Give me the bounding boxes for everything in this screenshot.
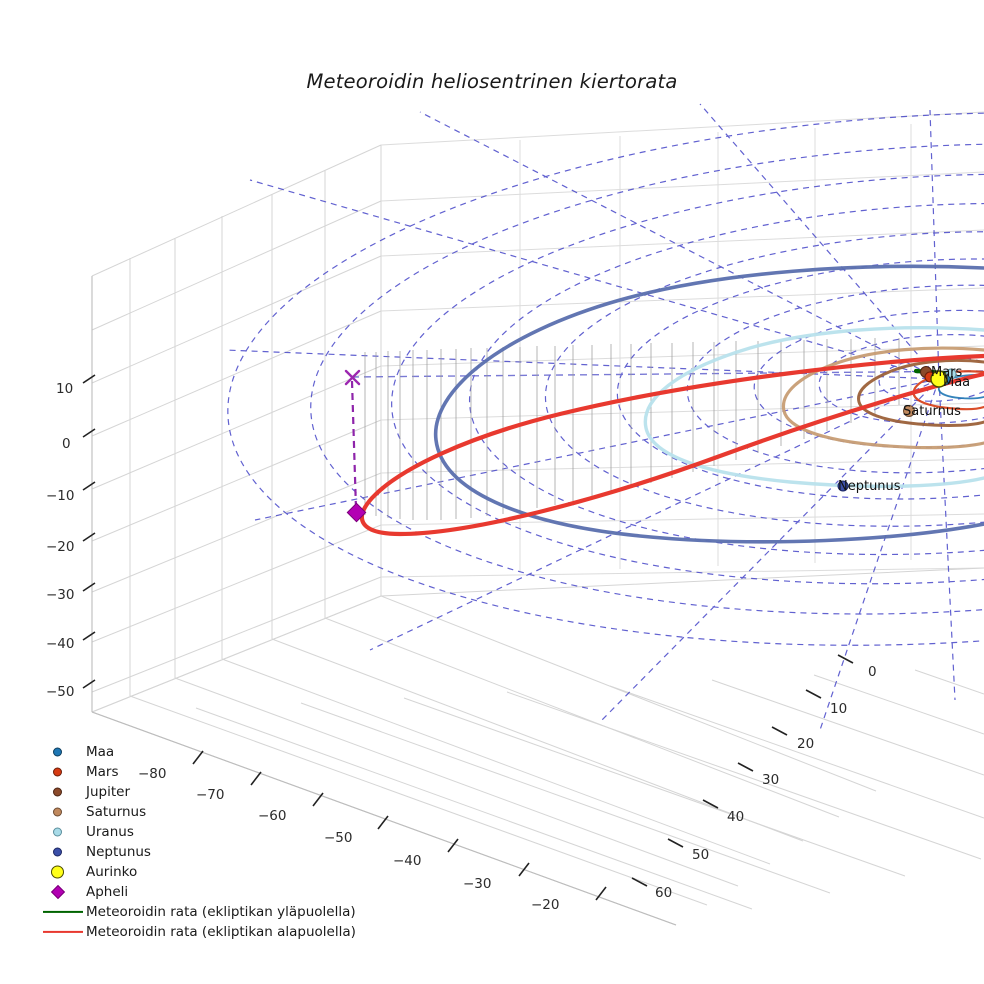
line-icon	[43, 930, 83, 934]
legend-label: Apheli	[86, 884, 129, 900]
legend-key-maa	[40, 742, 86, 762]
legend-item-uranus: Uranus	[40, 822, 370, 842]
label-neptunus: Neptunus	[838, 479, 901, 494]
circle-icon	[53, 807, 62, 817]
legend-item-saturnus: Saturnus	[40, 802, 370, 822]
label-saturnus: Saturnus	[903, 404, 961, 419]
z-tick: −50	[46, 684, 75, 700]
z-tick: −30	[46, 587, 75, 603]
legend-key-orbit-below	[40, 922, 86, 942]
page-title: Meteoroidin heliosentrinen kiertorata	[306, 70, 678, 93]
legend-item-aurinko: Aurinko	[40, 862, 370, 882]
y-tick: 50	[692, 847, 710, 863]
legend-item-mars: Mars	[40, 762, 370, 782]
z-tick: −40	[46, 636, 75, 652]
axis-spines	[91, 276, 677, 926]
x-tick: −20	[531, 897, 560, 913]
legend-label: Uranus	[86, 824, 134, 840]
body-markers	[837, 366, 957, 492]
legend-key-orbit-above	[40, 902, 86, 922]
legend-item-orbit-above-ecliptic: Meteoroidin rata (ekliptikan yläpuolella…	[40, 902, 370, 922]
legend-key-apheli	[40, 882, 86, 902]
marker-neptunus	[837, 480, 849, 492]
z-tick: 10	[56, 381, 74, 397]
legend-label: Jupiter	[86, 784, 131, 800]
aphelion-marker	[346, 502, 367, 523]
legend: Maa Mars Jupiter Saturnus Uranus	[40, 742, 370, 942]
line-icon	[43, 910, 83, 914]
planet-orbits	[433, 264, 984, 544]
z-axis-ticks	[82, 374, 96, 689]
legend-key-jupiter	[40, 782, 86, 802]
orbit-jupiter	[857, 358, 984, 427]
aphelion-ecliptic-reference-line	[351, 370, 984, 378]
orbit-saturnus	[781, 346, 984, 450]
marker-saturnus	[903, 405, 915, 417]
legend-item-neptunus: Neptunus	[40, 842, 370, 862]
marker-aurinko	[930, 370, 948, 388]
y-tick: 20	[797, 736, 815, 752]
orbit-maa	[937, 373, 984, 400]
label-maa: Maa	[943, 375, 971, 390]
y-axis-ticks	[631, 654, 854, 887]
x-tick: −50	[324, 830, 353, 846]
x-axis-ticks	[192, 750, 607, 901]
y-tick: 10	[830, 701, 848, 717]
z-tick: −20	[46, 539, 75, 555]
legend-item-jupiter: Jupiter	[40, 782, 370, 802]
circle-icon	[53, 767, 62, 777]
circle-icon	[53, 827, 62, 837]
legend-key-aurinko	[40, 862, 86, 882]
legend-label: Meteoroidin rata (ekliptikan yläpuolella…	[86, 904, 356, 920]
x-tick: −30	[463, 876, 492, 892]
meteoroid-orbit-below-ecliptic	[359, 353, 984, 537]
legend-label: Saturnus	[86, 804, 147, 820]
x-tick: −80	[138, 766, 167, 782]
legend-label: Maa	[86, 744, 115, 760]
legend-label: Aurinko	[86, 864, 138, 880]
legend-key-uranus	[40, 822, 86, 842]
orbit-stem-lines	[364, 338, 900, 520]
label-mars: Mars	[931, 365, 963, 380]
circle-icon	[53, 787, 62, 797]
legend-key-saturnus	[40, 802, 86, 822]
ecliptic-polar-grid	[224, 103, 984, 731]
legend-label: Mars	[86, 764, 119, 780]
sun-circle-icon	[51, 865, 64, 879]
y-tick: 60	[655, 885, 673, 901]
legend-key-mars	[40, 762, 86, 782]
legend-key-neptunus	[40, 842, 86, 862]
legend-item-apheli: Apheli	[40, 882, 370, 902]
x-tick: −60	[258, 808, 287, 824]
diamond-icon	[50, 884, 66, 900]
left-wall-grid	[91, 144, 382, 713]
x-tick: −70	[196, 787, 225, 803]
orbit-uranus	[643, 326, 984, 489]
z-tick: 0	[62, 436, 71, 452]
back-wall-grid	[380, 111, 984, 578]
legend-label: Meteoroidin rata (ekliptikan alapuolella…	[86, 924, 356, 940]
legend-item-orbit-below-ecliptic: Meteoroidin rata (ekliptikan alapuolella…	[40, 922, 370, 942]
aphelion-projection-line	[350, 380, 358, 510]
aphelion-projection-x-icon	[344, 369, 361, 386]
orbit-neptunus	[433, 264, 984, 544]
z-tick: −10	[46, 488, 75, 504]
x-tick: −40	[393, 853, 422, 869]
circle-icon	[53, 747, 62, 757]
circle-icon	[53, 847, 62, 857]
y-tick: 30	[762, 772, 780, 788]
legend-label: Neptunus	[86, 844, 151, 860]
y-tick: 40	[727, 809, 745, 825]
y-tick: 0	[868, 664, 877, 680]
legend-item-maa: Maa	[40, 742, 370, 762]
